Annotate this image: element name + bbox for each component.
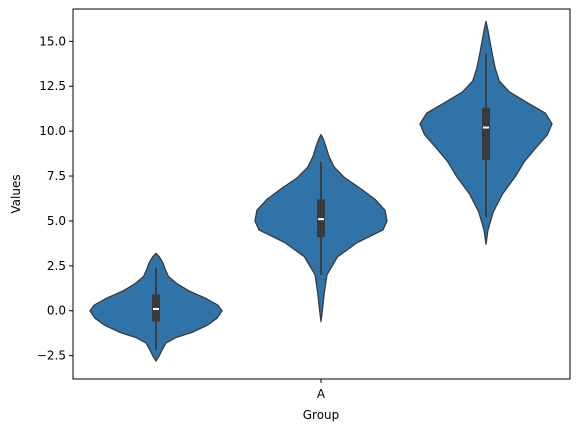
x-axis: A: [317, 379, 326, 401]
y-tick-label: 7.5: [47, 169, 66, 183]
y-tick-label: 10.0: [39, 124, 66, 138]
y-tick-label: 0.0: [47, 304, 66, 318]
violin-iqr-box: [482, 107, 490, 160]
y-tick-label: 15.0: [39, 34, 66, 48]
x-axis-label: Group: [303, 408, 340, 422]
y-tick-label: −2.5: [37, 349, 66, 363]
y-tick-label: 12.5: [39, 79, 66, 93]
y-axis: −2.5 0.0 2.5 5.0 7.5 10.0 12.5 15.0: [37, 34, 73, 363]
y-tick-label: 5.0: [47, 214, 66, 228]
violins-layer: [89, 20, 553, 362]
y-axis-label: Values: [9, 174, 23, 213]
x-tick-label: A: [317, 387, 326, 401]
y-tick-label: 2.5: [47, 259, 66, 273]
